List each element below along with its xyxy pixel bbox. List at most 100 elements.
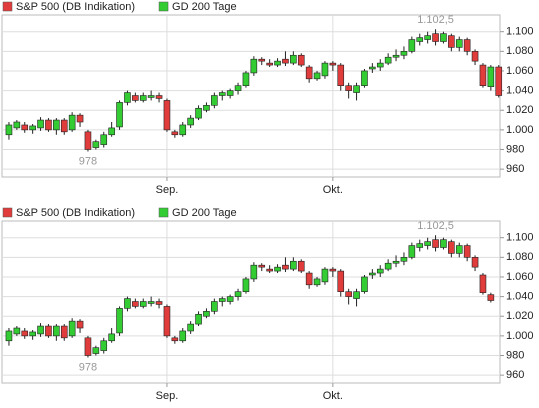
candle-body [116,308,123,334]
candle-body [384,262,392,270]
candle-body [242,278,250,292]
x-tick-label: Sep. [156,390,179,402]
candle-body [455,245,463,254]
y-tick-label: 960 [506,369,524,381]
candle-body [108,127,115,136]
candle-body [45,119,52,131]
candle-body [345,85,352,91]
candle-body [203,105,210,111]
candle-body [203,311,210,317]
candle-body [92,141,100,148]
candle-body [440,239,447,248]
candle-body [369,66,376,70]
x-tick-label: Sep. [156,184,179,196]
candle-body [495,66,503,96]
y-tick-label: 1.080 [506,251,534,263]
y-tick-label: 1.040 [506,85,534,97]
candle-body [448,35,455,48]
candle-body [297,260,305,272]
candle-body [218,92,226,96]
candle-body [479,64,487,86]
candle-body [329,62,337,66]
legend-swatch [158,1,169,12]
candle-body [124,92,131,103]
candle-body [282,58,289,64]
candle-body [155,95,163,99]
candle-body [258,58,266,62]
candle-body [313,278,321,286]
y-tick-label: 960 [506,163,524,175]
candle-body [440,33,447,42]
candle-body [132,301,139,307]
candle-body [290,260,297,270]
x-tick-label: Okt. [323,390,343,402]
candle-body [187,323,194,332]
candle-body [432,239,439,248]
y-tick-label: 1.020 [506,104,534,116]
candle-body [258,264,266,268]
candle-body [313,72,321,80]
candle-body [321,62,329,77]
candle-body [345,291,352,297]
candle-body [416,37,424,42]
candle-body [29,331,36,337]
candle-body [266,62,273,66]
candle-body [432,33,439,42]
candle-body [400,257,408,262]
candle-body [84,131,92,150]
candle-body [116,102,123,128]
candle-body [53,325,60,337]
candle-body [463,39,471,52]
candle-body [139,301,147,307]
candle-body [45,325,52,337]
legend-swatch [158,207,169,218]
candle-body [171,131,179,136]
candle-body [376,268,384,274]
y-tick-label: 1.000 [506,330,534,342]
candle-body [392,260,400,264]
x-tick-label: Okt. [323,184,343,196]
candle-body [53,119,60,131]
candle-body [471,257,479,268]
candle-body [179,330,187,342]
candle-body [487,294,495,301]
candle-body [337,64,345,86]
candle-body [147,301,155,304]
candle-body [68,320,76,337]
candle-body [226,90,234,96]
candle-body [100,134,108,145]
candle-body [13,121,21,129]
candle-body [218,298,226,302]
candle-body [321,268,329,283]
candle-body [424,35,431,40]
y-tick-label: 1.020 [506,310,534,322]
candle-body [234,291,242,297]
candle-body [353,85,360,93]
candle-body [479,274,487,293]
candle-body [171,337,179,342]
legend-swatch [2,207,13,218]
candle-body [266,268,273,272]
candle-body [37,325,44,335]
y-tick-label: 980 [506,349,524,361]
candle-body [163,100,171,131]
candle-body [297,54,305,66]
candle-body [274,60,281,66]
max-annotation: 1.102,5 [417,14,454,26]
candle-body [29,125,36,131]
candle-body [60,325,68,339]
candle-body [424,241,431,246]
candle-body [132,95,139,101]
candle-body [282,264,289,270]
legend-label: S&P 500 (DB Indikation) [16,207,135,219]
candle-body [147,95,155,98]
y-tick-label: 1.000 [506,124,534,136]
candle-body [329,268,337,272]
candle-body [163,306,171,337]
legend-swatch [2,1,13,12]
candle-body [471,51,479,62]
candle-body [187,117,194,126]
candle-body [408,245,416,258]
candle-body [60,119,68,133]
candle-body [455,39,463,48]
